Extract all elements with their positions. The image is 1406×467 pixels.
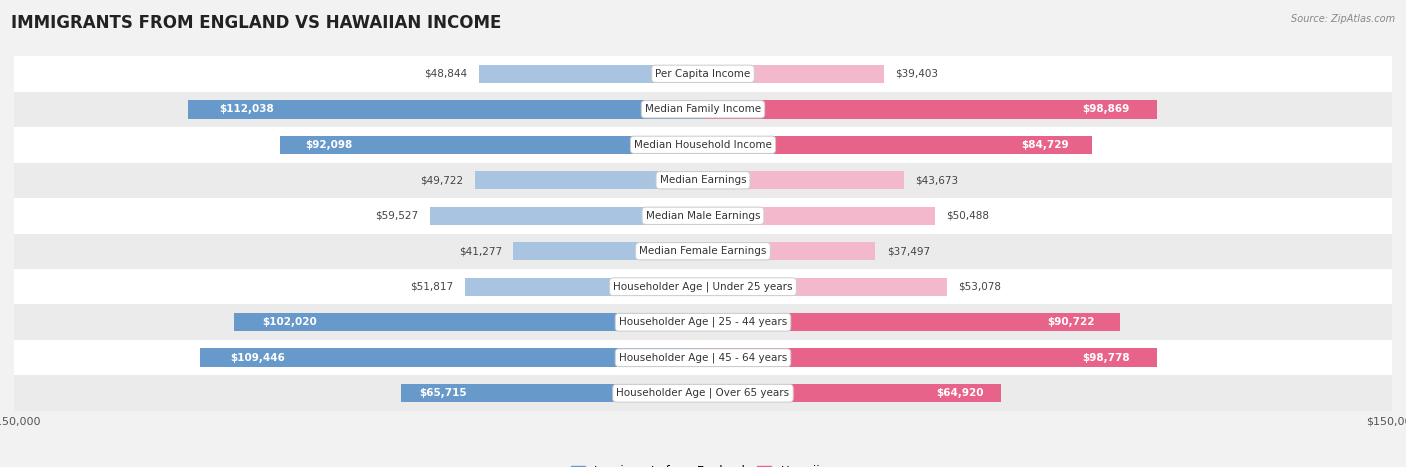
Text: Median Male Earnings: Median Male Earnings xyxy=(645,211,761,221)
Bar xyxy=(14,127,1392,163)
Text: $59,527: $59,527 xyxy=(375,211,418,221)
Bar xyxy=(430,206,703,225)
Text: $102,020: $102,020 xyxy=(263,317,318,327)
Text: Householder Age | 25 - 44 years: Householder Age | 25 - 44 years xyxy=(619,317,787,327)
Text: $51,817: $51,817 xyxy=(411,282,454,292)
Bar xyxy=(703,64,884,83)
Text: IMMIGRANTS FROM ENGLAND VS HAWAIIAN INCOME: IMMIGRANTS FROM ENGLAND VS HAWAIIAN INCO… xyxy=(11,14,502,32)
Text: Median Family Income: Median Family Income xyxy=(645,104,761,114)
Bar xyxy=(235,313,703,332)
Bar xyxy=(703,277,946,296)
Text: $64,920: $64,920 xyxy=(936,388,983,398)
Text: $39,403: $39,403 xyxy=(896,69,938,79)
Bar xyxy=(14,340,1392,375)
Bar xyxy=(14,375,1392,411)
Text: Householder Age | Over 65 years: Householder Age | Over 65 years xyxy=(616,388,790,398)
Bar xyxy=(14,304,1392,340)
Bar xyxy=(513,242,703,261)
Bar xyxy=(703,348,1157,367)
Legend: Immigrants from England, Hawaiian: Immigrants from England, Hawaiian xyxy=(567,460,839,467)
Bar xyxy=(401,384,703,403)
Bar xyxy=(703,135,1092,154)
Bar xyxy=(475,171,703,190)
Bar xyxy=(703,171,904,190)
Text: $92,098: $92,098 xyxy=(305,140,353,150)
Text: $50,488: $50,488 xyxy=(946,211,990,221)
Text: Median Female Earnings: Median Female Earnings xyxy=(640,246,766,256)
Text: $41,277: $41,277 xyxy=(458,246,502,256)
Bar xyxy=(14,163,1392,198)
Text: $98,778: $98,778 xyxy=(1081,353,1129,363)
Text: Householder Age | 45 - 64 years: Householder Age | 45 - 64 years xyxy=(619,353,787,363)
Text: $98,869: $98,869 xyxy=(1083,104,1130,114)
Text: $84,729: $84,729 xyxy=(1021,140,1069,150)
Bar xyxy=(14,198,1392,234)
Text: $48,844: $48,844 xyxy=(425,69,467,79)
Bar xyxy=(703,313,1119,332)
Text: $37,497: $37,497 xyxy=(887,246,929,256)
Bar xyxy=(188,100,703,119)
Bar xyxy=(703,384,1001,403)
Bar xyxy=(280,135,703,154)
Text: $112,038: $112,038 xyxy=(219,104,274,114)
Text: $109,446: $109,446 xyxy=(231,353,285,363)
Text: $65,715: $65,715 xyxy=(419,388,467,398)
Text: $90,722: $90,722 xyxy=(1047,317,1095,327)
Text: Per Capita Income: Per Capita Income xyxy=(655,69,751,79)
Bar xyxy=(703,100,1157,119)
Text: $53,078: $53,078 xyxy=(959,282,1001,292)
Bar xyxy=(200,348,703,367)
Bar xyxy=(478,64,703,83)
Bar xyxy=(14,56,1392,92)
Bar xyxy=(703,206,935,225)
Bar xyxy=(14,234,1392,269)
Text: Source: ZipAtlas.com: Source: ZipAtlas.com xyxy=(1291,14,1395,24)
Bar xyxy=(14,269,1392,304)
Text: $49,722: $49,722 xyxy=(420,175,463,185)
Text: Householder Age | Under 25 years: Householder Age | Under 25 years xyxy=(613,282,793,292)
Text: Median Earnings: Median Earnings xyxy=(659,175,747,185)
Text: Median Household Income: Median Household Income xyxy=(634,140,772,150)
Text: $43,673: $43,673 xyxy=(915,175,959,185)
Bar xyxy=(14,92,1392,127)
Bar xyxy=(465,277,703,296)
Bar xyxy=(703,242,875,261)
